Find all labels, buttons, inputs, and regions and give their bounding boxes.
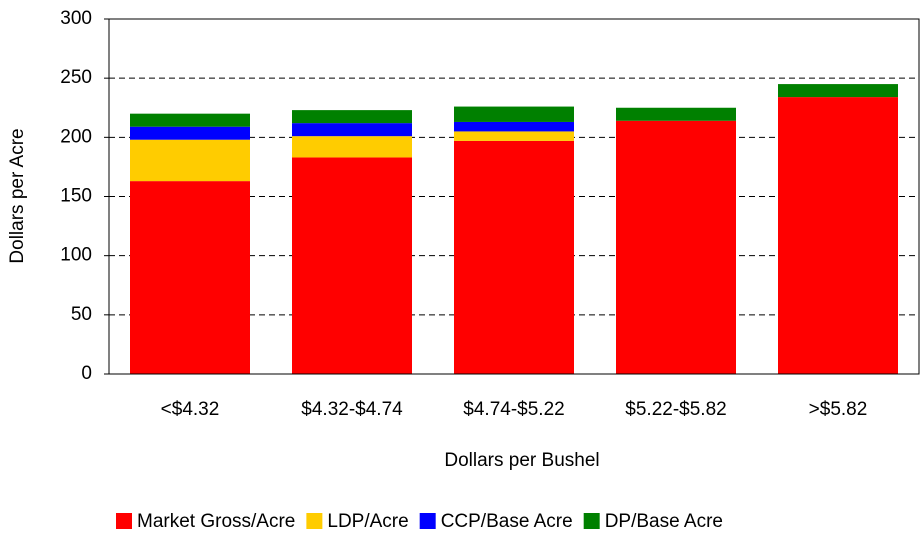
x-axis-title: Dollars per Bushel — [444, 450, 599, 471]
y-tick-label: 50 — [71, 304, 92, 325]
bar-segment — [454, 121, 574, 132]
x-tick-label: $4.32-$4.74 — [301, 399, 403, 420]
bar-segment — [616, 107, 736, 121]
y-tick-label: 250 — [60, 67, 92, 88]
x-tick-label: >$5.82 — [809, 399, 868, 420]
bar-segment — [454, 140, 574, 374]
x-tick-label: $5.22-$5.82 — [625, 399, 726, 420]
legend-label: CCP/Base Acre — [441, 511, 573, 532]
legend-label: LDP/Acre — [327, 511, 408, 532]
bar-segment — [130, 139, 250, 182]
bar-segment — [130, 113, 250, 127]
y-tick-label: 200 — [60, 126, 92, 147]
bar-segment — [778, 84, 898, 98]
legend-swatch — [306, 513, 323, 529]
bar-segment — [454, 106, 574, 122]
legend-swatch — [419, 513, 436, 529]
y-tick-label: 300 — [60, 8, 92, 29]
bar-segment — [616, 120, 736, 375]
plot-border — [108, 18, 920, 375]
bar-segment — [292, 136, 412, 158]
legend-label: DP/Base Acre — [605, 511, 723, 532]
legend-swatch — [583, 513, 600, 529]
y-axis-title: Dollars per Acre — [7, 128, 28, 263]
x-tick-label: $4.74-$5.22 — [463, 399, 564, 420]
bar-segment — [292, 123, 412, 137]
y-tick-label: 0 — [81, 363, 92, 384]
bar-segment — [130, 181, 250, 374]
bar-segment — [292, 157, 412, 374]
bar-segment — [130, 126, 250, 140]
bar-segment — [292, 110, 412, 124]
legend-swatch — [116, 513, 132, 529]
legend-label: Market Gross/Acre — [137, 511, 295, 532]
bar-segment — [778, 97, 898, 374]
bar-segment — [454, 131, 574, 141]
x-tick-label: <$4.32 — [161, 399, 220, 420]
y-tick-label: 100 — [60, 245, 92, 266]
y-tick-label: 150 — [60, 186, 92, 207]
